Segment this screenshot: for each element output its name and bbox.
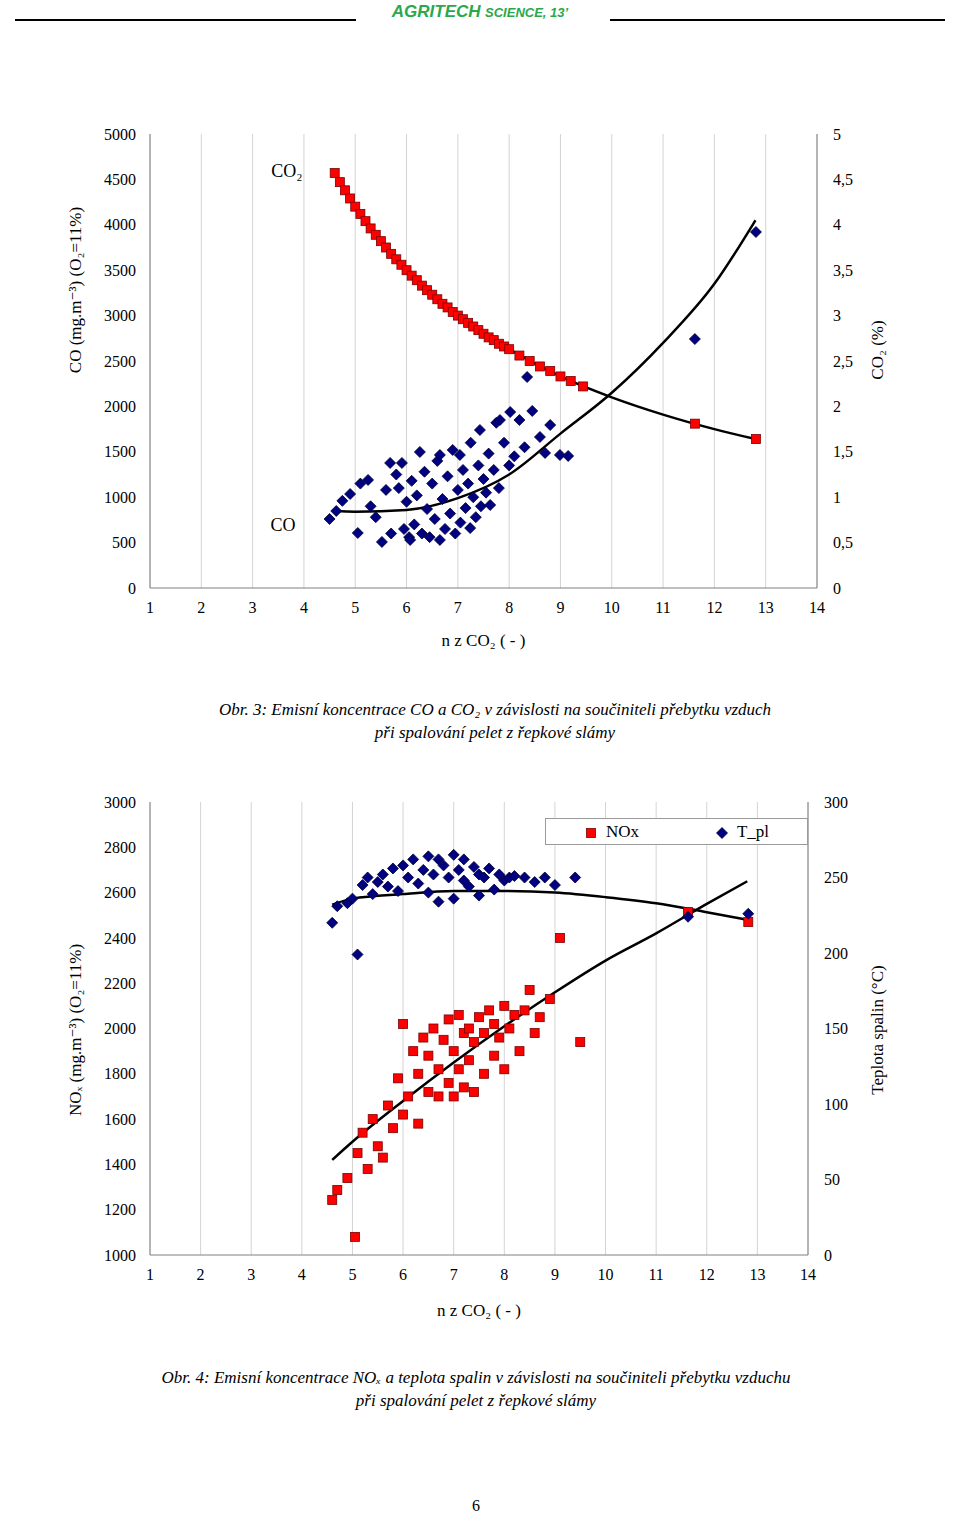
svg-text:1000: 1000 [104,1247,136,1264]
svg-text:14: 14 [809,599,825,616]
svg-text:5000: 5000 [104,126,136,143]
svg-text:2400: 2400 [104,930,136,947]
svg-text:2: 2 [197,1266,205,1283]
svg-text:7: 7 [450,1266,458,1283]
svg-text:CO: CO [270,515,295,535]
svg-text:1: 1 [146,599,154,616]
svg-text:13: 13 [758,599,774,616]
svg-text:3000: 3000 [104,307,136,324]
html-text:Teplota spalin (°C): Teplota spalin (°C) [868,965,887,1095]
svg-text:250: 250 [824,869,848,886]
svg-text:1: 1 [833,489,841,506]
html-text:Obr. 4: Emisní koncentrace NOₓ: Obr. 4: Emisní koncentrace NOₓ a teplota… [161,1368,791,1410]
svg-text:3: 3 [247,1266,255,1283]
svg-text:2200: 2200 [104,975,136,992]
svg-text:0,5: 0,5 [833,534,853,551]
svg-text:n z CO₂ ( - ): n z CO₂ ( - ) [442,631,526,650]
svg-text:12: 12 [699,1266,715,1283]
svg-text:1600: 1600 [104,1111,136,1128]
svg-text:150: 150 [824,1020,848,1037]
svg-text:200: 200 [824,945,848,962]
svg-text:2000: 2000 [104,398,136,415]
html-text:Obr. 3: Emisní koncentrace CO: Obr. 3: Emisní koncentrace CO a CO₂ v zá… [218,700,772,742]
svg-text:1,5: 1,5 [833,443,853,460]
svg-text:6: 6 [399,1266,407,1283]
svg-text:3: 3 [249,599,257,616]
svg-text:n z CO₂ ( - ): n z CO₂ ( - ) [437,1301,521,1320]
svg-text:50: 50 [824,1171,840,1188]
svg-text:0: 0 [824,1247,832,1264]
html-text:T_pl: T_pl [736,821,769,841]
svg-text:12: 12 [706,599,722,616]
svg-text:2: 2 [833,398,841,415]
svg-text:11: 11 [648,1266,663,1283]
svg-text:4000: 4000 [104,216,136,233]
svg-text:10: 10 [604,599,620,616]
svg-text:0: 0 [833,580,841,597]
svg-text:2800: 2800 [104,839,136,856]
svg-text:9: 9 [556,599,564,616]
svg-text:1500: 1500 [104,443,136,460]
svg-text:300: 300 [824,794,848,811]
svg-text:6: 6 [403,599,411,616]
svg-text:1800: 1800 [104,1065,136,1082]
svg-text:5: 5 [351,599,359,616]
svg-text:8: 8 [500,1266,508,1283]
svg-text:1000: 1000 [104,489,136,506]
svg-text:2600: 2600 [104,884,136,901]
svg-text:2500: 2500 [104,353,136,370]
svg-text:3000: 3000 [104,794,136,811]
svg-text:3: 3 [833,307,841,324]
html-text:CO (mg.m⁻³) (O₂=11%): CO (mg.m⁻³) (O₂=11%) [65,206,85,374]
svg-text:8: 8 [505,599,513,616]
svg-text:2000: 2000 [104,1020,136,1037]
svg-text:4: 4 [298,1266,306,1283]
svg-text:2,5: 2,5 [833,353,853,370]
svg-text:13: 13 [749,1266,765,1283]
svg-text:4500: 4500 [104,171,136,188]
svg-text:500: 500 [112,534,136,551]
svg-text:5: 5 [833,126,841,143]
svg-text:9: 9 [551,1266,559,1283]
svg-text:4,5: 4,5 [833,171,853,188]
svg-text:4: 4 [300,599,308,616]
svg-text:100: 100 [824,1096,848,1113]
html-text:NOₓ (mg.m⁻³) (O₂=11%): NOₓ (mg.m⁻³) (O₂=11%) [65,943,85,1117]
html-text:6: 6 [472,1497,480,1514]
svg-text:10: 10 [598,1266,614,1283]
svg-text:1200: 1200 [104,1201,136,1218]
html-text:AGRITECH SCIENCE, 13’: AGRITECH SCIENCE, 13’ [391,2,569,21]
svg-text:1: 1 [146,1266,154,1283]
html-text:CO₂ (%): CO₂ (%) [868,320,887,380]
html-text:NOx: NOx [606,821,639,841]
svg-text:7: 7 [454,599,462,616]
svg-text:3500: 3500 [104,262,136,279]
svg-text:11: 11 [655,599,670,616]
svg-text:0: 0 [128,580,136,597]
svg-text:2: 2 [197,599,205,616]
svg-text:3,5: 3,5 [833,262,853,279]
svg-text:14: 14 [800,1266,816,1283]
svg-text:CO₂: CO₂ [271,161,302,181]
svg-text:1400: 1400 [104,1156,136,1173]
svg-text:5: 5 [348,1266,356,1283]
svg-text:4: 4 [833,216,841,233]
